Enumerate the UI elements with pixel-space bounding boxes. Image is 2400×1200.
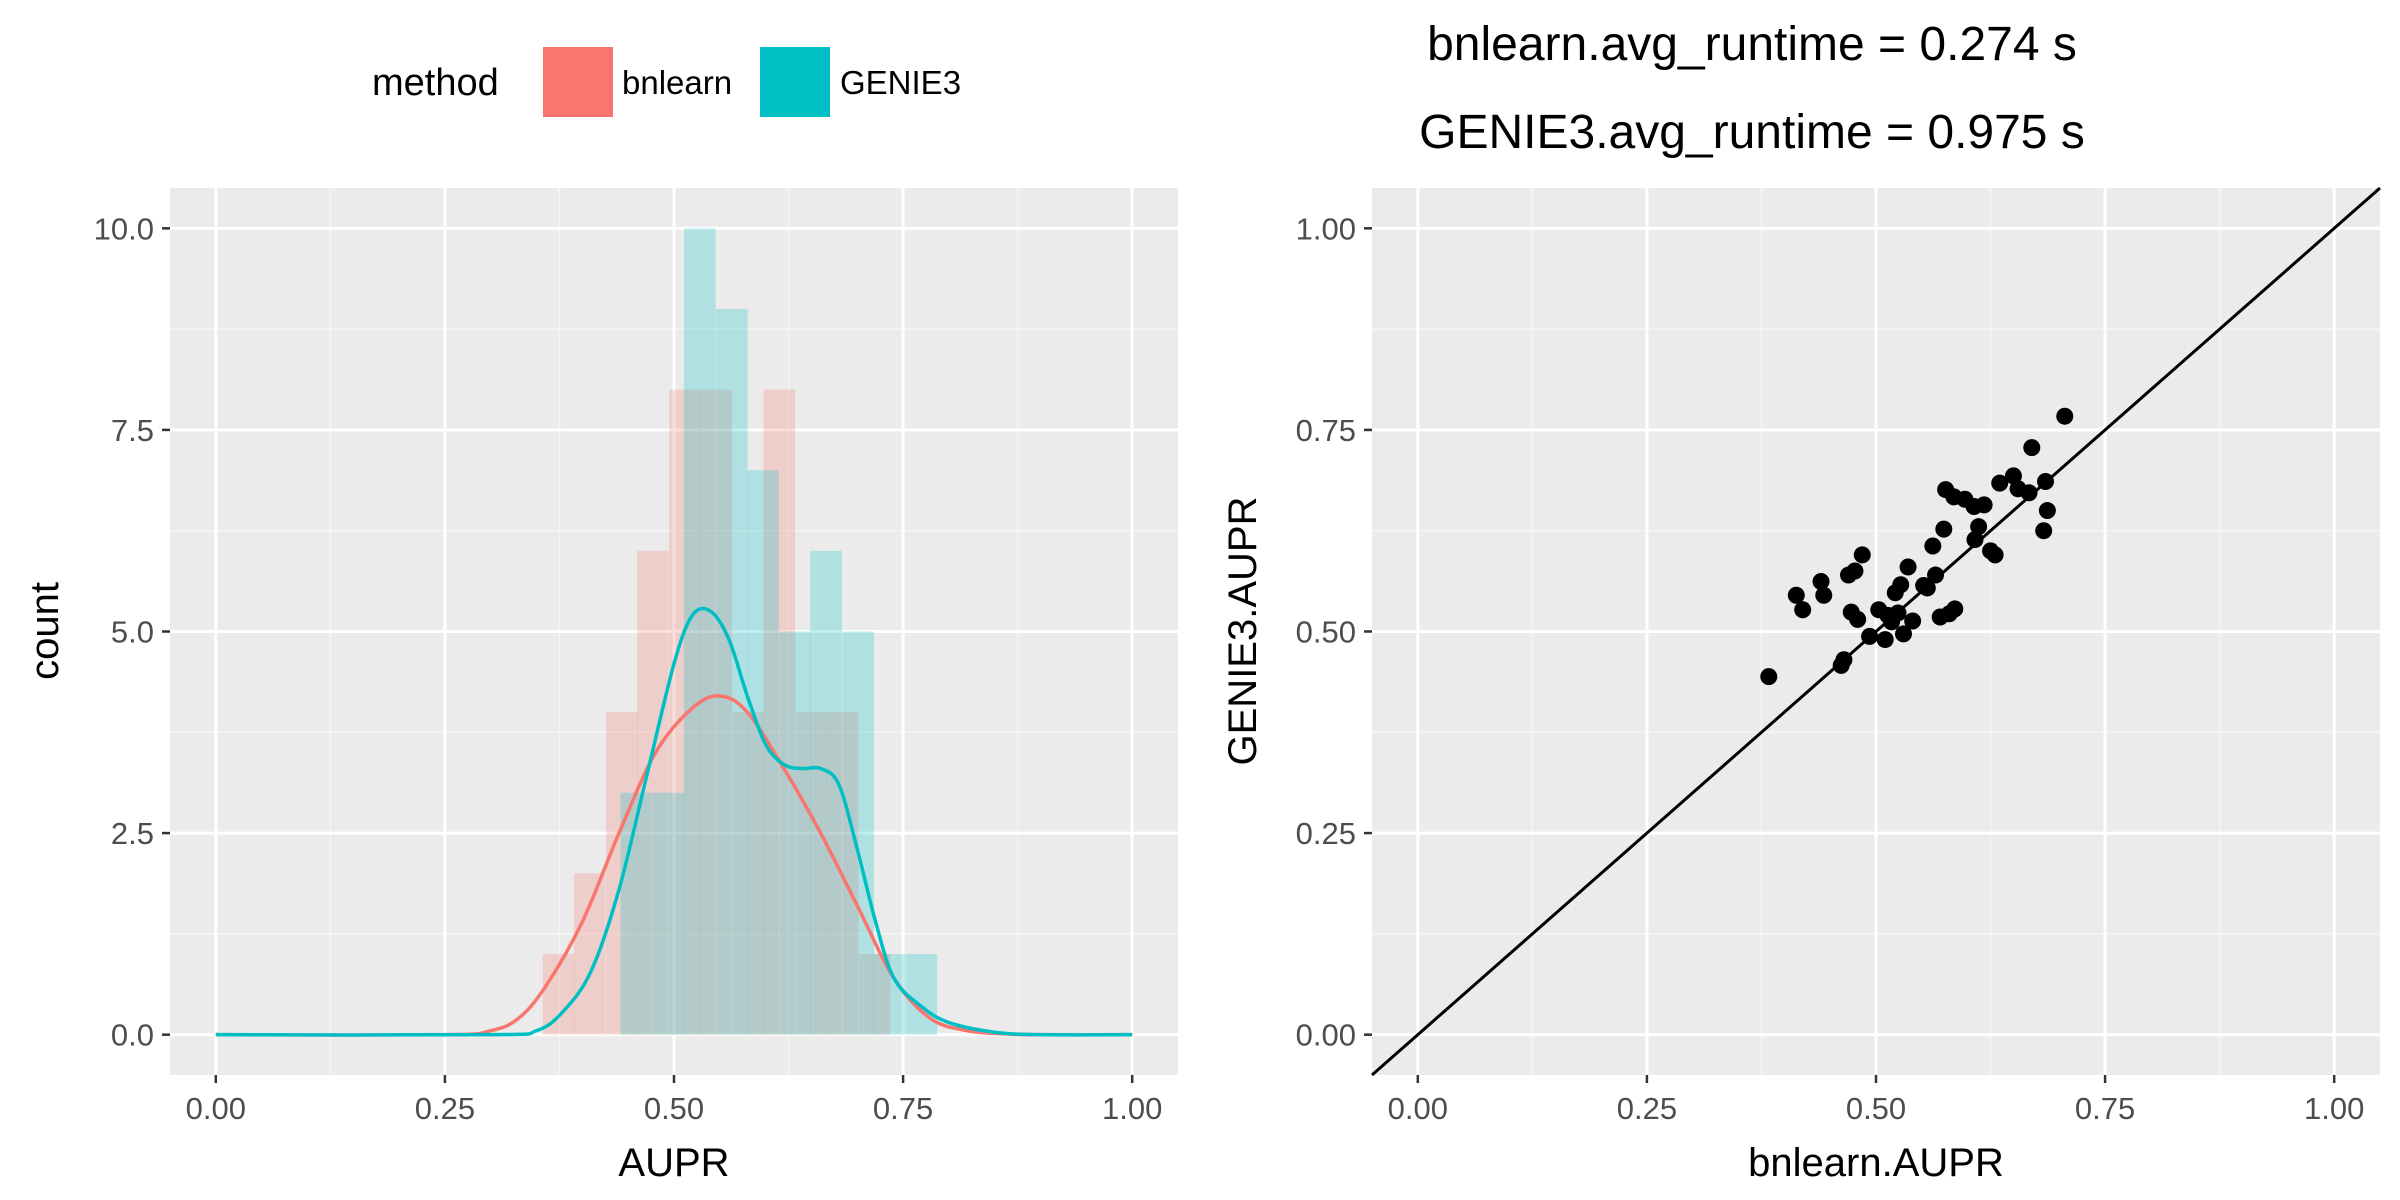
legend-label-bnlearn: bnlearn: [622, 64, 732, 101]
hist-bar-bnlearn: [795, 712, 828, 1035]
x-tick-label: 1.00: [2304, 1091, 2364, 1126]
histogram-x-axis-label: AUPR: [618, 1141, 729, 1185]
scatter-point: [1861, 627, 1879, 645]
histogram-gridlines: [170, 188, 1178, 1075]
y-tick-label: 0.0: [111, 1018, 154, 1053]
scatter-points: [1760, 407, 2074, 686]
x-tick-label: 0.25: [415, 1091, 475, 1126]
density-line-bnlearn: [215, 694, 1133, 1037]
hist-bar-genie3: [652, 792, 685, 1035]
y-tick-label: 0.75: [1296, 413, 1356, 448]
scatter-point: [1899, 558, 1917, 576]
x-tick-label: 0.50: [1846, 1091, 1906, 1126]
x-tick-label: 1.00: [1102, 1091, 1162, 1126]
scatter-x-axis-label: bnlearn.AUPR: [1748, 1141, 2004, 1185]
scatter-point: [1876, 631, 1894, 649]
scatter-x-ticks: 0.00 0.25 0.50 0.75 1.00: [1388, 1075, 2364, 1126]
y-tick-label: 1.00: [1296, 211, 1356, 246]
scatter-point: [1812, 573, 1830, 591]
scatter-point: [1849, 610, 1867, 628]
hist-bar-genie3: [842, 631, 874, 1035]
scatter-title-line-2: GENIE3.avg_runtime = 0.975 s: [1419, 106, 2085, 159]
hist-bar-genie3: [683, 228, 716, 1035]
legend-key-genie3: [760, 47, 830, 117]
scatter-point: [1904, 612, 1922, 630]
hist-bar-genie3: [715, 308, 748, 1035]
x-tick-label: 0.00: [186, 1091, 246, 1126]
y-tick-label: 0.50: [1296, 615, 1356, 650]
hist-bar-genie3: [905, 954, 938, 1035]
histogram-y-ticks: 0.0 2.5 5.0 7.5 10.0: [94, 211, 170, 1053]
scatter-point: [1787, 586, 1805, 604]
scatter-point: [2056, 407, 2074, 425]
density-curves: [215, 606, 1133, 1037]
y-tick-label: 5.0: [111, 615, 154, 650]
y-tick-label: 2.5: [111, 816, 154, 851]
scatter-point: [1918, 579, 1936, 597]
scatter-point: [1892, 576, 1910, 594]
density-line-genie3: [215, 606, 1133, 1037]
legend-label-genie3: GENIE3: [840, 64, 961, 101]
histogram-panel: 0.00 0.25 0.50 0.75 1.00 0.0 2.5 5.0 7.5 10.0 AU…: [23, 188, 1178, 1185]
scatter-point: [1970, 518, 1988, 536]
legend-key-bnlearn: [543, 47, 613, 117]
scatter-y-ticks: 0.00 0.25 0.50 0.75 1.00: [1296, 211, 1372, 1053]
scatter-point: [1927, 566, 1945, 584]
scatter-point: [1894, 625, 1912, 643]
hist-bar-genie3: [620, 792, 653, 1035]
y-tick-label: 10.0: [94, 211, 154, 246]
scatter-point: [1846, 562, 1864, 580]
hist-bar-bnlearn: [858, 954, 891, 1035]
scatter-point: [1889, 604, 1907, 622]
scatter-point: [2038, 502, 2056, 520]
y-tick-label: 7.5: [111, 413, 154, 448]
scatter-point: [1815, 586, 1833, 604]
scatter-point: [1966, 531, 1984, 549]
scatter-point: [1935, 520, 1953, 538]
legend: method bnlearn GENIE3: [372, 47, 961, 117]
scatter-point: [2023, 439, 2041, 457]
x-tick-label: 0.75: [2075, 1091, 2135, 1126]
y-tick-label: 0.00: [1296, 1018, 1356, 1053]
scatter-y-axis-label: GENIE3.AUPR: [1221, 497, 1265, 766]
scatter-panel: bnlearn.avg_runtime = 0.274 s GENIE3.avg…: [1221, 18, 2381, 1185]
x-tick-label: 0.25: [1617, 1091, 1677, 1126]
x-tick-label: 0.75: [873, 1091, 933, 1126]
x-tick-label: 0.50: [644, 1091, 704, 1126]
hist-bar-bnlearn: [763, 389, 796, 1035]
hist-bar-bnlearn: [573, 873, 606, 1035]
hist-bar-bnlearn: [669, 389, 701, 1035]
histogram-y-axis-label: count: [23, 582, 67, 680]
scatter-point: [1991, 474, 2009, 492]
scatter-point: [1924, 537, 1942, 555]
legend-title: method: [372, 62, 499, 104]
histogram-x-ticks: 0.00 0.25 0.50 0.75 1.00: [186, 1075, 1162, 1126]
scatter-point: [2004, 467, 2022, 485]
hist-bar-genie3: [810, 550, 842, 1035]
scatter-point: [1853, 546, 1871, 564]
scatter-point: [1946, 600, 1964, 618]
scatter-point: [1986, 546, 2004, 564]
hist-bar-genie3: [779, 631, 811, 1035]
scatter-point: [2035, 522, 2053, 540]
scatter-point: [1760, 668, 1778, 686]
scatter-point: [1975, 496, 1993, 514]
scatter-point: [2020, 484, 2038, 502]
y-tick-label: 0.25: [1296, 816, 1356, 851]
scatter-title-line-1: bnlearn.avg_runtime = 0.274 s: [1427, 18, 2077, 71]
scatter-point: [2037, 473, 2055, 491]
hist-bar-bnlearn: [700, 389, 732, 1035]
hist-bar-bnlearn: [732, 712, 765, 1035]
x-tick-label: 0.00: [1388, 1091, 1448, 1126]
scatter-point: [1794, 601, 1812, 619]
scatter-point: [1835, 651, 1853, 669]
